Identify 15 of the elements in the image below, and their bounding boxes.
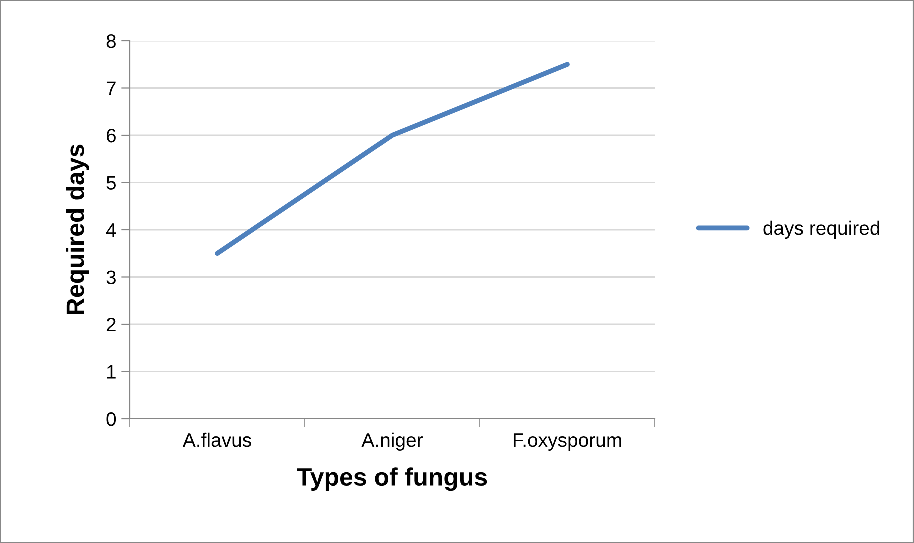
y-tick-label: 0 — [106, 412, 116, 426]
y-tick-label: 6 — [106, 128, 116, 143]
x-axis-title: Types of fungus — [297, 468, 488, 492]
legend-label: days required — [764, 220, 880, 240]
y-tick-label: 8 — [106, 34, 116, 48]
y-tick-label: 7 — [106, 82, 116, 96]
y-tick-label: 4 — [106, 224, 116, 238]
y-tick-label: 5 — [106, 176, 116, 190]
y-tick-label: 2 — [106, 318, 116, 332]
x-tick-label: A.flavus — [182, 432, 252, 448]
y-axis-title: Required days — [66, 144, 90, 314]
y-tick-label: 1 — [107, 365, 116, 379]
x-tick-label: A.niger — [362, 432, 423, 452]
x-tick-label: F.oxysporum — [514, 434, 622, 452]
y-tick-label: 3 — [106, 270, 116, 284]
